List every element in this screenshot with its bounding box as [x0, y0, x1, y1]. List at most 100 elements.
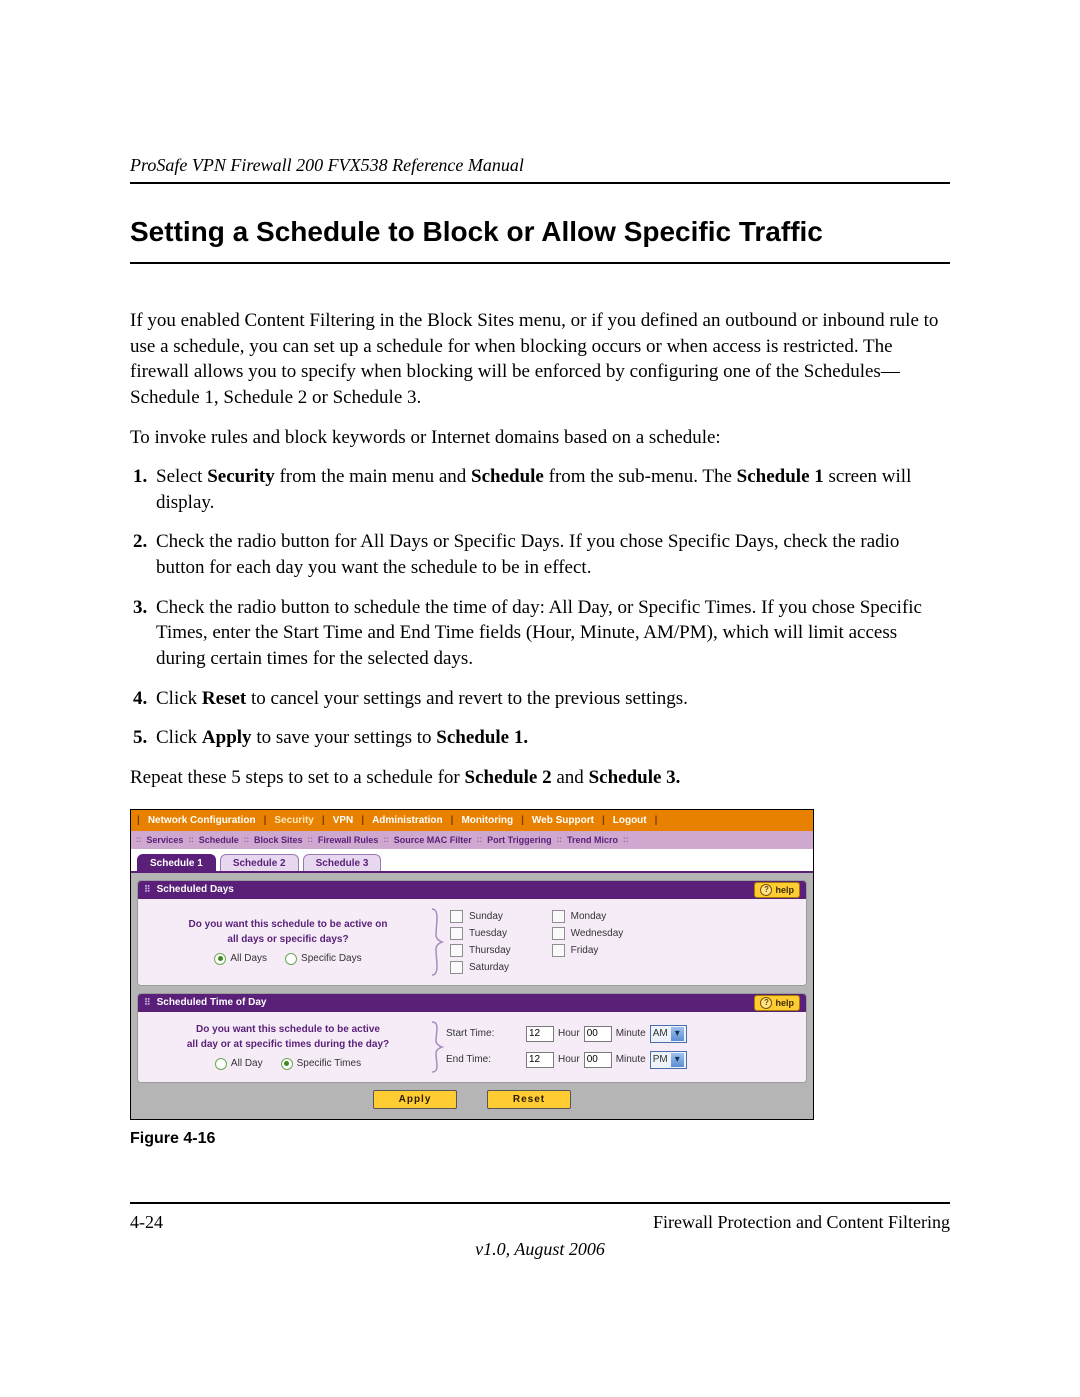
help-label: help [775, 998, 794, 1008]
radio-all-days[interactable]: All Days [214, 951, 267, 966]
step-5: Click Apply to save your settings to Sch… [152, 725, 950, 751]
chevron-down-icon: ▾ [671, 1027, 684, 1041]
step-4: Click Reset to cancel your settings and … [152, 686, 950, 712]
tabs-row: Schedule 1 Schedule 2 Schedule 3 [131, 849, 813, 873]
panel-body-days: Do you want this schedule to be active o… [138, 899, 806, 985]
end-time-inputs: Hour Minute PM ▾ [526, 1051, 687, 1069]
day-checkbox-sunday[interactable]: Sunday [450, 909, 522, 924]
repeat-text: and [552, 767, 589, 788]
submenu-item-macfilter[interactable]: Source MAC Filter [394, 835, 472, 845]
step-bold: Security [207, 466, 275, 487]
step-3: Check the radio button to schedule the t… [152, 595, 950, 672]
day-checkbox-saturday[interactable]: Saturday [450, 960, 522, 975]
submenu-item-blocksites[interactable]: Block Sites [254, 835, 303, 845]
running-header: ProSafe VPN Firewall 200 FVX538 Referenc… [130, 155, 950, 184]
start-time-label: Start Time: [446, 1028, 526, 1039]
day-label: Saturday [469, 962, 509, 973]
step-text: Click [156, 688, 202, 709]
submenu-item-services[interactable]: Services [146, 835, 183, 845]
panel-header-days: ⠿ Scheduled Days ? help [138, 881, 806, 899]
step-text: from the sub-menu. The [544, 466, 737, 487]
repeat-paragraph: Repeat these 5 steps to set to a schedul… [130, 765, 950, 791]
step-2: Check the radio button for All Days or S… [152, 529, 950, 580]
submenu-sep: :: [239, 835, 254, 844]
page-footer: 4-24 Firewall Protection and Content Fil… [130, 1202, 950, 1233]
day-checkbox-friday[interactable]: Friday [552, 943, 624, 958]
menu-item-monitoring[interactable]: Monitoring [459, 815, 515, 826]
menu-separator: | [316, 815, 331, 826]
radio-all-day[interactable]: All Day [215, 1056, 263, 1071]
submenu-item-porttrigger[interactable]: Port Triggering [487, 835, 552, 845]
step-text: to cancel your settings and revert to th… [246, 688, 688, 709]
submenu-sep: :: [552, 835, 567, 844]
panel-title-days: Scheduled Days [157, 884, 234, 895]
checkbox-icon [450, 910, 463, 923]
radio-specific-days[interactable]: Specific Days [285, 951, 362, 966]
tab-schedule-1[interactable]: Schedule 1 [137, 854, 216, 871]
submenu-item-schedule[interactable]: Schedule [199, 835, 239, 845]
radio-dot-icon [281, 1058, 293, 1070]
repeat-text: Repeat these 5 steps to set to a schedul… [130, 767, 465, 788]
lead-paragraph: To invoke rules and block keywords or In… [130, 425, 950, 451]
end-minute-field[interactable] [584, 1052, 612, 1068]
tab-schedule-3[interactable]: Schedule 3 [303, 854, 382, 871]
radio-label: Specific Times [297, 1056, 361, 1071]
day-checkbox-tuesday[interactable]: Tuesday [450, 926, 522, 941]
start-time-inputs: Hour Minute AM ▾ [526, 1025, 687, 1043]
end-time-label: End Time: [446, 1054, 526, 1065]
day-label: Thursday [469, 945, 511, 956]
help-label: help [775, 885, 794, 895]
radio-label: All Day [231, 1056, 263, 1071]
radio-specific-times[interactable]: Specific Times [281, 1056, 361, 1071]
day-checkbox-monday[interactable]: Monday [552, 909, 624, 924]
time-question-line2: all day or at specific times during the … [187, 1037, 389, 1052]
time-question-col: Do you want this schedule to be active a… [148, 1020, 428, 1074]
menu-item-network[interactable]: Network Configuration [146, 815, 258, 826]
radio-label: All Days [230, 951, 267, 966]
start-hour-field[interactable] [526, 1026, 554, 1042]
panel-bullet-icon: ⠿ [144, 997, 151, 1008]
menu-separator: | [515, 815, 530, 826]
chevron-down-icon: ▾ [671, 1053, 684, 1067]
start-ampm-select[interactable]: AM ▾ [650, 1025, 687, 1043]
reset-button[interactable]: Reset [487, 1090, 571, 1109]
radio-dot-icon [285, 953, 297, 965]
day-label: Monday [571, 911, 607, 922]
page-number: 4-24 [130, 1212, 163, 1233]
step-text: to save your settings to [252, 727, 437, 748]
menu-separator: | [131, 815, 146, 826]
time-radio-row: All Day Specific Times [215, 1056, 361, 1071]
step-1: Select Security from the main menu and S… [152, 464, 950, 515]
tab-schedule-2[interactable]: Schedule 2 [220, 854, 299, 871]
menu-item-vpn[interactable]: VPN [331, 815, 356, 826]
panel-bullet-icon: ⠿ [144, 884, 151, 895]
menu-item-administration[interactable]: Administration [370, 815, 445, 826]
end-hour-field[interactable] [526, 1052, 554, 1068]
checkbox-icon [450, 927, 463, 940]
day-checkbox-wednesday[interactable]: Wednesday [552, 926, 624, 941]
days-grid: Sunday Monday Tuesday Wednesday Thursday… [446, 907, 627, 977]
start-minute-field[interactable] [584, 1026, 612, 1042]
menu-separator: | [596, 815, 611, 826]
hour-label: Hour [558, 1028, 580, 1039]
figure-screenshot: | Network Configuration | Security | VPN… [130, 809, 814, 1120]
apply-button[interactable]: Apply [373, 1090, 457, 1109]
day-checkbox-thursday[interactable]: Thursday [450, 943, 522, 958]
step-bold: Schedule 1 [737, 466, 824, 487]
submenu-item-firewall[interactable]: Firewall Rules [318, 835, 379, 845]
help-button[interactable]: ? help [754, 995, 800, 1011]
checkbox-icon [552, 944, 565, 957]
menu-separator: | [355, 815, 370, 826]
step-bold: Reset [202, 688, 246, 709]
step-bold: Apply [202, 727, 252, 748]
menu-separator: | [258, 815, 273, 826]
radio-label: Specific Days [301, 951, 362, 966]
menu-item-websupport[interactable]: Web Support [530, 815, 596, 826]
checkbox-icon [450, 944, 463, 957]
panel-scheduled-days: ⠿ Scheduled Days ? help Do you want this… [137, 880, 807, 986]
menu-item-security[interactable]: Security [272, 815, 315, 826]
submenu-item-trendmicro[interactable]: Trend Micro [567, 835, 618, 845]
menu-item-logout[interactable]: Logout [611, 815, 649, 826]
end-ampm-select[interactable]: PM ▾ [650, 1051, 687, 1069]
help-button[interactable]: ? help [754, 882, 800, 898]
